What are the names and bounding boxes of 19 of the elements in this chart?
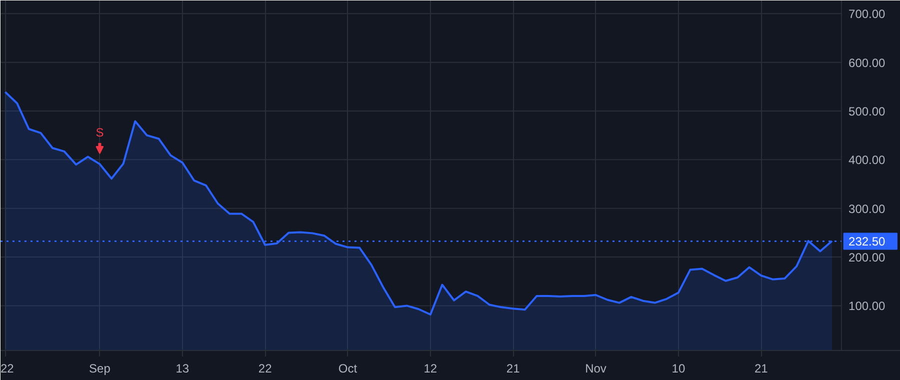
x-tick-label: 21 xyxy=(754,362,768,376)
y-tick-label: 500.00 xyxy=(848,104,886,118)
x-tick-label: Sep xyxy=(89,362,111,376)
y-tick-label: 300.00 xyxy=(848,202,886,216)
x-tick-label: 22 xyxy=(258,362,272,376)
x-tick-label: 12 xyxy=(424,362,438,376)
x-tick-label: Nov xyxy=(585,362,606,376)
x-tick-label: 13 xyxy=(176,362,190,376)
ref-line-label: 232.50 xyxy=(848,234,886,249)
x-tick-label: 10 xyxy=(672,362,686,376)
y-tick-label: 400.00 xyxy=(848,153,886,168)
y-tick-label: 600.00 xyxy=(848,56,886,70)
x-tick-label: 22 xyxy=(0,362,14,376)
x-tick-label: 21 xyxy=(506,362,520,376)
x-tick-label: Oct xyxy=(338,362,358,376)
y-tick-label: 200.00 xyxy=(848,250,886,265)
annotation: S xyxy=(96,126,104,140)
y-tick-label: 700.00 xyxy=(848,7,886,22)
y-tick-label: 100.00 xyxy=(848,299,886,314)
